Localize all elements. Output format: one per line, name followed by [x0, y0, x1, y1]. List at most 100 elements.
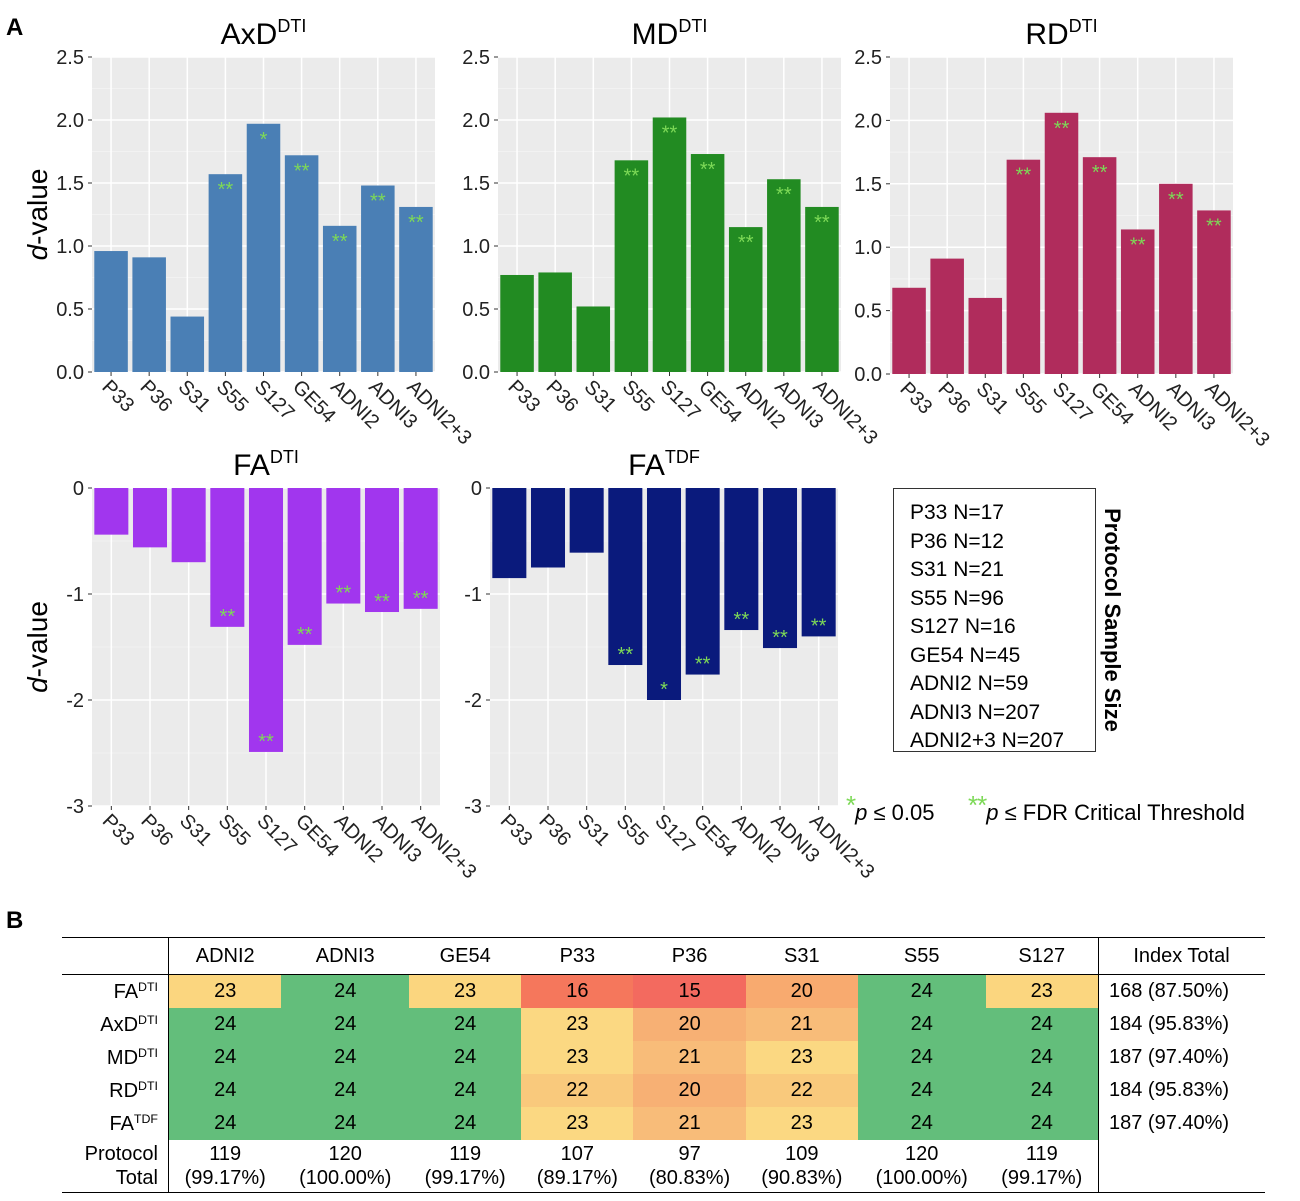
row-label: FADTI: [62, 974, 169, 1008]
significance-marker: **: [624, 165, 640, 187]
protocol-total-cell: 120 (100.00%): [857, 1140, 986, 1193]
protocol-total-count: 97: [678, 1143, 701, 1165]
bar: [767, 179, 801, 372]
table-cell: 24: [409, 1107, 522, 1140]
bar: [724, 488, 759, 631]
legend-entry: S127 N=16: [910, 615, 1016, 638]
significance-marker: **: [1130, 234, 1146, 256]
x-tick-label: P33: [504, 376, 545, 417]
y-tick-label: 1.0: [56, 236, 84, 258]
bar: [1159, 183, 1193, 374]
significance-marker: **: [370, 191, 386, 213]
significance-marker: **: [294, 160, 310, 182]
index-total-cell: 184 (95.83%): [1098, 1074, 1265, 1107]
y-axis-title-rest: -value: [22, 169, 53, 245]
bar: [492, 488, 527, 579]
bar: [361, 185, 395, 372]
protocol-total-percent: (99.17%): [184, 1167, 266, 1189]
significance-legend-double: **p ≤ FDR Critical Threshold: [968, 790, 1245, 826]
protocol-total-count: 109: [785, 1143, 819, 1165]
protocol-total-cell: 119 (99.17%): [985, 1140, 1099, 1193]
chart-title-superscript: DTI: [1069, 16, 1098, 36]
y-tick-label: 1.5: [56, 173, 84, 195]
significance-legend-single: *p ≤ 0.05: [846, 790, 935, 826]
x-tick-label: P33: [896, 378, 937, 419]
table-cell: 24: [281, 1107, 410, 1140]
bar: [530, 488, 566, 568]
significance-marker: **: [695, 654, 711, 676]
x-tick-label: S55: [1010, 378, 1051, 419]
chart-title: AxDDTI: [221, 16, 307, 51]
table-cell: 24: [857, 1008, 986, 1041]
index-total-cell: 187 (97.40%): [1098, 1107, 1265, 1140]
index-total-cell: 168 (87.50%): [1098, 974, 1265, 1008]
bar: [170, 316, 205, 372]
table-cell: 24: [281, 1041, 410, 1074]
bar: [762, 488, 798, 649]
p-symbol: p: [855, 800, 868, 825]
x-tick-label: P33: [496, 810, 537, 851]
bar: [728, 227, 763, 372]
row-label-main: FA: [109, 1112, 134, 1135]
legend-entry: ADNI3 N=207: [910, 700, 1041, 724]
table-cell: 20: [633, 1008, 746, 1041]
table-cell: 23: [168, 974, 282, 1008]
bar: [94, 488, 129, 535]
row-label-main: FA: [113, 980, 139, 1003]
bar: [646, 488, 682, 700]
table-cell: 22: [521, 1074, 634, 1107]
significance-marker: **: [336, 583, 352, 605]
y-tick-label: 0.5: [462, 299, 490, 321]
table-cell: 24: [168, 1008, 282, 1041]
x-tick-label: S127: [250, 376, 299, 425]
protocol-total-count: 107: [560, 1143, 595, 1165]
table-header-row: ADNI2 ADNI3 GE54 P33 P36 S31 S55 S127 In…: [62, 937, 1265, 975]
y-tick-label: 1.0: [462, 236, 490, 258]
significance-marker: **: [700, 159, 716, 181]
y-tick-label: -1: [464, 584, 482, 606]
x-tick-label: S127: [252, 810, 301, 859]
significance-marker: **: [776, 184, 792, 206]
column-header: P33: [521, 937, 634, 975]
chart-title-superscript: DTI: [678, 16, 707, 36]
protocol-total-percent: (90.83%): [761, 1167, 843, 1189]
table-row: AxDDTI 24 24 24 23 20 21 24 24 184 (95.83%): [62, 1008, 1265, 1041]
table-cell: 21: [633, 1041, 746, 1074]
row-label-superscript: DTI: [138, 1012, 158, 1027]
y-axis-title-italic: d: [22, 676, 53, 693]
y-tick-label: 1.5: [462, 173, 490, 195]
y-tick-label: 2.0: [854, 110, 882, 132]
significance-marker: **: [814, 212, 830, 234]
row-label: AxDDTI: [62, 1008, 169, 1041]
protocol-total-count: 119: [209, 1143, 242, 1165]
significance-marker: **: [618, 644, 634, 666]
bar: [284, 155, 319, 372]
table-cell: 24: [857, 1074, 986, 1107]
y-tick-label: 2.0: [56, 110, 84, 132]
y-tick-label: 0: [471, 478, 482, 500]
chart-title-main: AxD: [221, 18, 278, 51]
y-tick-label: 0: [73, 478, 84, 500]
x-tick-label: P36: [136, 810, 177, 851]
chart-title-main: FA: [628, 449, 665, 482]
y-tick-label: 0.5: [56, 299, 84, 321]
y-tick-label: 1.5: [854, 174, 882, 196]
y-axis-title: d-value: [22, 169, 53, 261]
x-tick-label: P36: [934, 378, 975, 419]
significance-marker: **: [772, 627, 788, 649]
protocol-total-count: 120: [328, 1143, 362, 1165]
bar: [171, 488, 206, 563]
bar: [94, 251, 128, 372]
legend-entry: P36 N=12: [910, 529, 1004, 553]
protocol-total-percent: (100.00%): [875, 1167, 968, 1189]
chart-title-main: RD: [1025, 18, 1068, 51]
protocol-total-row: Protocol Total 119 (99.17%) 120 (100.00%) 1…: [62, 1140, 1265, 1193]
bar: [576, 306, 611, 372]
y-axis-title-rest: -value: [22, 601, 53, 677]
table-cell: 20: [745, 974, 858, 1008]
x-tick-label: GE54: [288, 376, 340, 428]
significance-marker: **: [374, 591, 390, 613]
bar: [1197, 210, 1231, 374]
significance-marker: **: [662, 122, 678, 144]
bar: [608, 488, 643, 666]
